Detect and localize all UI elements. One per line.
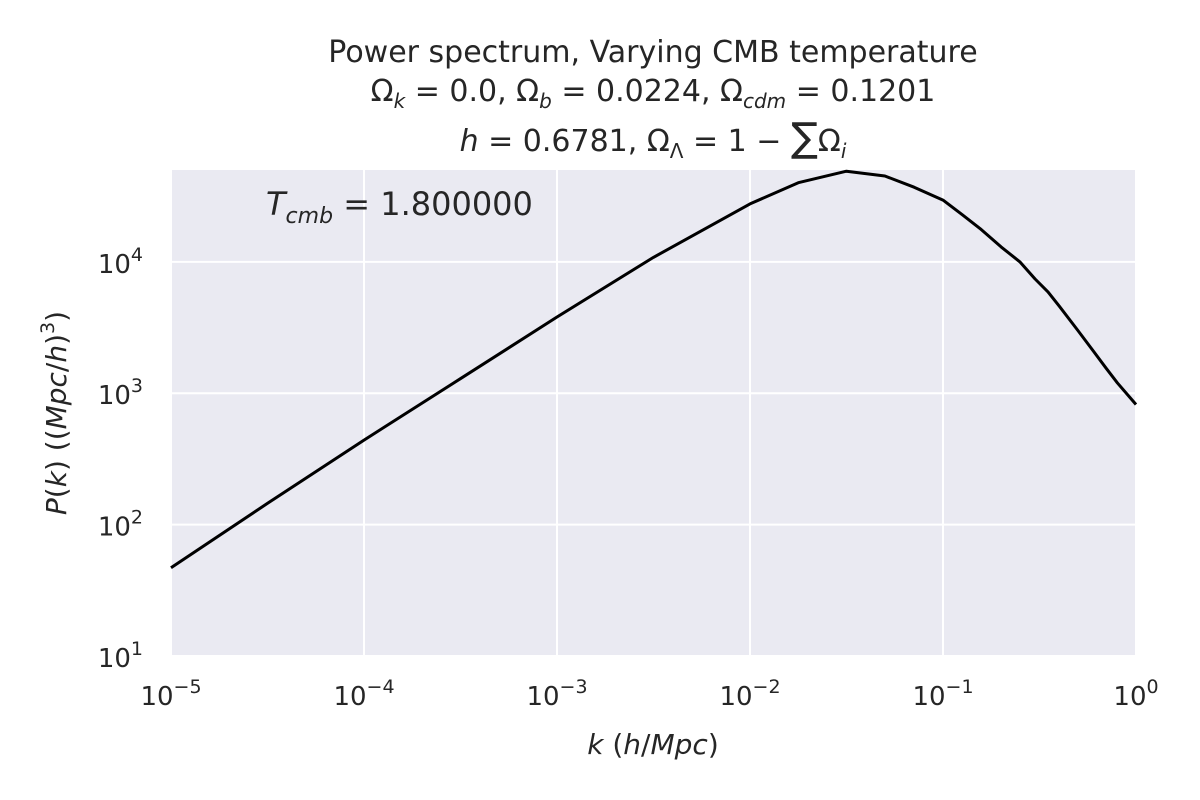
x-tick-label: 10−2 — [719, 676, 780, 712]
plot-background — [171, 170, 1136, 656]
tcmb-annotation: Tcmb = 1.800000 — [266, 185, 533, 229]
x-axis-label: k (h/Mpc) — [587, 728, 719, 761]
y-tick-label: 102 — [98, 507, 143, 543]
y-tick-label: 104 — [98, 244, 143, 280]
power-spectrum-line — [170, 169, 1138, 569]
x-tick-label: 10−5 — [140, 676, 201, 712]
grid-lines — [170, 170, 1137, 657]
y-axis-label: P(k) ((Mpc/h)3) — [37, 311, 73, 515]
y-tick-labels: 101 102 103 104 — [98, 244, 143, 674]
y-tick-label: 101 — [98, 638, 143, 674]
x-tick-label: 100 — [1113, 676, 1158, 712]
x-tick-label: 10−1 — [912, 676, 973, 712]
chart-subtitle-line-1: Ωk = 0.0, Ωb = 0.0224, Ωcdm = 0.1201 — [371, 74, 936, 113]
series-layer — [170, 169, 1138, 569]
y-tick-label: 103 — [98, 375, 143, 411]
chart-title: Power spectrum, Varying CMB temperature — [328, 35, 977, 70]
x-tick-label: 10−4 — [333, 676, 394, 712]
chart-subtitle-line-2: h = 0.6781, ΩΛ = 1 − ∑Ωi — [460, 115, 847, 163]
x-tick-labels: 10−5 10−4 10−3 10−2 10−1 100 — [140, 676, 1158, 712]
x-tick-label: 10−3 — [526, 676, 587, 712]
